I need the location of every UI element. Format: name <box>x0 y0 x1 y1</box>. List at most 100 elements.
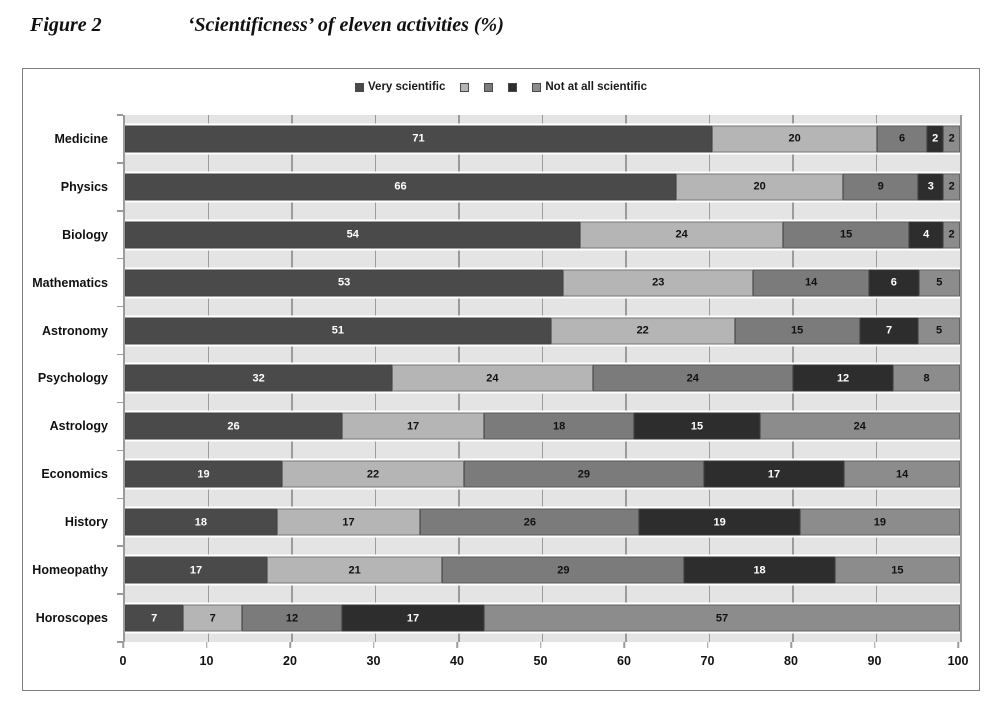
category-label: Medicine <box>54 131 109 146</box>
category-label: Psychology <box>37 371 108 386</box>
legend-item: Very scientific <box>355 81 445 93</box>
bar-segment: 21 <box>266 556 443 584</box>
y-axis-tick <box>117 210 123 212</box>
bar-segment: 54 <box>125 221 581 249</box>
y-axis-tick <box>117 257 123 260</box>
legend-item <box>460 82 470 92</box>
x-tick-label: 40 <box>450 654 464 668</box>
bar-track: 18 17 26 19 19 <box>125 506 960 538</box>
bar-segment: 57 <box>484 604 960 632</box>
bar-segment: 29 <box>463 460 704 488</box>
bar-segment: 14 <box>753 269 870 297</box>
x-axis-tick <box>623 642 625 648</box>
y-axis-tick <box>117 497 123 500</box>
bar-track: 66 20 9 3 2 <box>125 171 960 203</box>
category-label: History <box>64 515 108 530</box>
x-tick-label: 90 <box>867 654 882 668</box>
bar-segment: 23 <box>563 269 754 297</box>
bar-segment: 14 <box>844 460 960 488</box>
bar-segment: 12 <box>792 364 894 392</box>
bar-segment: 18 <box>684 556 835 584</box>
bar-row: 17 21 29 18 15 <box>125 546 960 594</box>
bar-segment: 51 <box>125 317 551 345</box>
bar-segment: 15 <box>834 556 960 584</box>
bar-segment: 2 <box>943 125 960 153</box>
y-axis-tick <box>117 593 123 595</box>
x-tick-label: 100 <box>947 654 969 668</box>
y-axis-tick <box>117 305 123 308</box>
category-label: Biology <box>62 227 108 242</box>
category-label: Economics <box>41 467 108 482</box>
bar-segment: 17 <box>342 604 484 632</box>
bar-segment: 6 <box>869 269 919 297</box>
x-tick-label: 70 <box>700 654 715 668</box>
bar-segment: 6 <box>877 125 927 153</box>
category-label: Astrology <box>49 419 108 434</box>
bar-track: 71 20 6 2 2 <box>125 123 960 155</box>
bar-row: 18 17 26 19 19 <box>125 498 960 546</box>
bar-segment: 19 <box>125 460 283 488</box>
legend-swatch-icon <box>484 82 494 92</box>
x-axis-tick <box>122 642 124 648</box>
bar-segment: 24 <box>580 221 783 249</box>
y-axis-tick <box>117 545 123 547</box>
chart-frame: Very scientific Not at all scientific Med… <box>22 68 980 691</box>
x-tick-label: 80 <box>784 654 798 668</box>
bar-segment: 15 <box>634 412 760 440</box>
figure-title: ‘Scientificness’ of eleven activities (%… <box>187 14 504 36</box>
category-axis-labels: Medicine Physics Biology Mathematics Astrono… <box>27 115 117 642</box>
bar-row: 66 20 9 3 2 <box>125 163 960 211</box>
category-label: Physics <box>60 179 108 194</box>
bar-segment: 18 <box>125 508 277 536</box>
chart-legend: Very scientific Not at all scientific <box>23 81 979 93</box>
bar-track: 7 7 12 17 57 <box>125 602 960 634</box>
bar-row: 54 24 15 4 2 <box>125 211 960 259</box>
bar-segment: 2 <box>943 221 960 249</box>
bar-segment: 7 <box>183 604 242 632</box>
bar-segment: 53 <box>125 269 564 297</box>
bar-segment: 17 <box>342 412 485 440</box>
x-tick-label: 50 <box>533 654 548 668</box>
x-axis-tick <box>706 642 709 648</box>
y-axis-tick <box>117 401 123 404</box>
legend-label: Very scientific <box>368 81 446 93</box>
bar-segment: 7 <box>125 604 184 632</box>
x-axis-tick <box>456 642 458 648</box>
y-axis-tick <box>117 449 123 452</box>
bar-segment: 22 <box>550 317 735 345</box>
bar-segment: 19 <box>639 508 800 536</box>
x-axis-tick <box>539 642 542 648</box>
y-axis-tick <box>117 162 123 164</box>
bar-track: 51 22 15 7 5 <box>125 315 960 347</box>
legend-label: Not at all scientific <box>545 81 647 93</box>
bar-row: 7 7 12 17 57 <box>125 594 960 642</box>
legend-swatch-icon <box>355 82 365 92</box>
x-tick-label: 60 <box>617 654 631 668</box>
bar-track: 54 24 15 4 2 <box>125 219 960 251</box>
x-tick-label: 30 <box>366 654 381 668</box>
bar-segment: 24 <box>592 364 793 392</box>
figure-title-row: Figure 2 ‘Scientificness’ of eleven acti… <box>30 14 970 37</box>
bar-segment: 26 <box>420 508 640 536</box>
legend-item: Not at all scientific <box>532 81 647 93</box>
bar-segment: 20 <box>711 125 878 153</box>
y-axis-tick <box>117 114 123 116</box>
x-axis-tick <box>205 642 208 648</box>
x-tick-label: 0 <box>119 654 127 668</box>
legend-swatch-icon <box>508 82 518 92</box>
bar-rows: 71 20 6 2 2 66 20 9 3 2 54 24 15 4 2 53 23 14 6 5 51 22 15 7 5 32… <box>125 115 960 642</box>
bar-segment: 3 <box>918 173 944 201</box>
bar-track: 26 17 18 15 24 <box>125 410 960 442</box>
bar-segment: 66 <box>125 173 677 201</box>
bar-segment: 2 <box>926 125 944 153</box>
figure-number: Figure 2 <box>30 14 102 36</box>
y-axis-tick <box>117 353 123 356</box>
bar-row: 53 23 14 6 5 <box>125 259 960 307</box>
category-label: Astronomy <box>42 323 108 338</box>
bar-segment: 24 <box>392 364 593 392</box>
bar-segment: 17 <box>125 556 267 584</box>
legend-item <box>508 82 518 92</box>
bar-track: 19 22 29 17 14 <box>125 458 960 490</box>
bar-segment: 4 <box>909 221 944 249</box>
category-label: Horoscopes <box>35 611 108 626</box>
